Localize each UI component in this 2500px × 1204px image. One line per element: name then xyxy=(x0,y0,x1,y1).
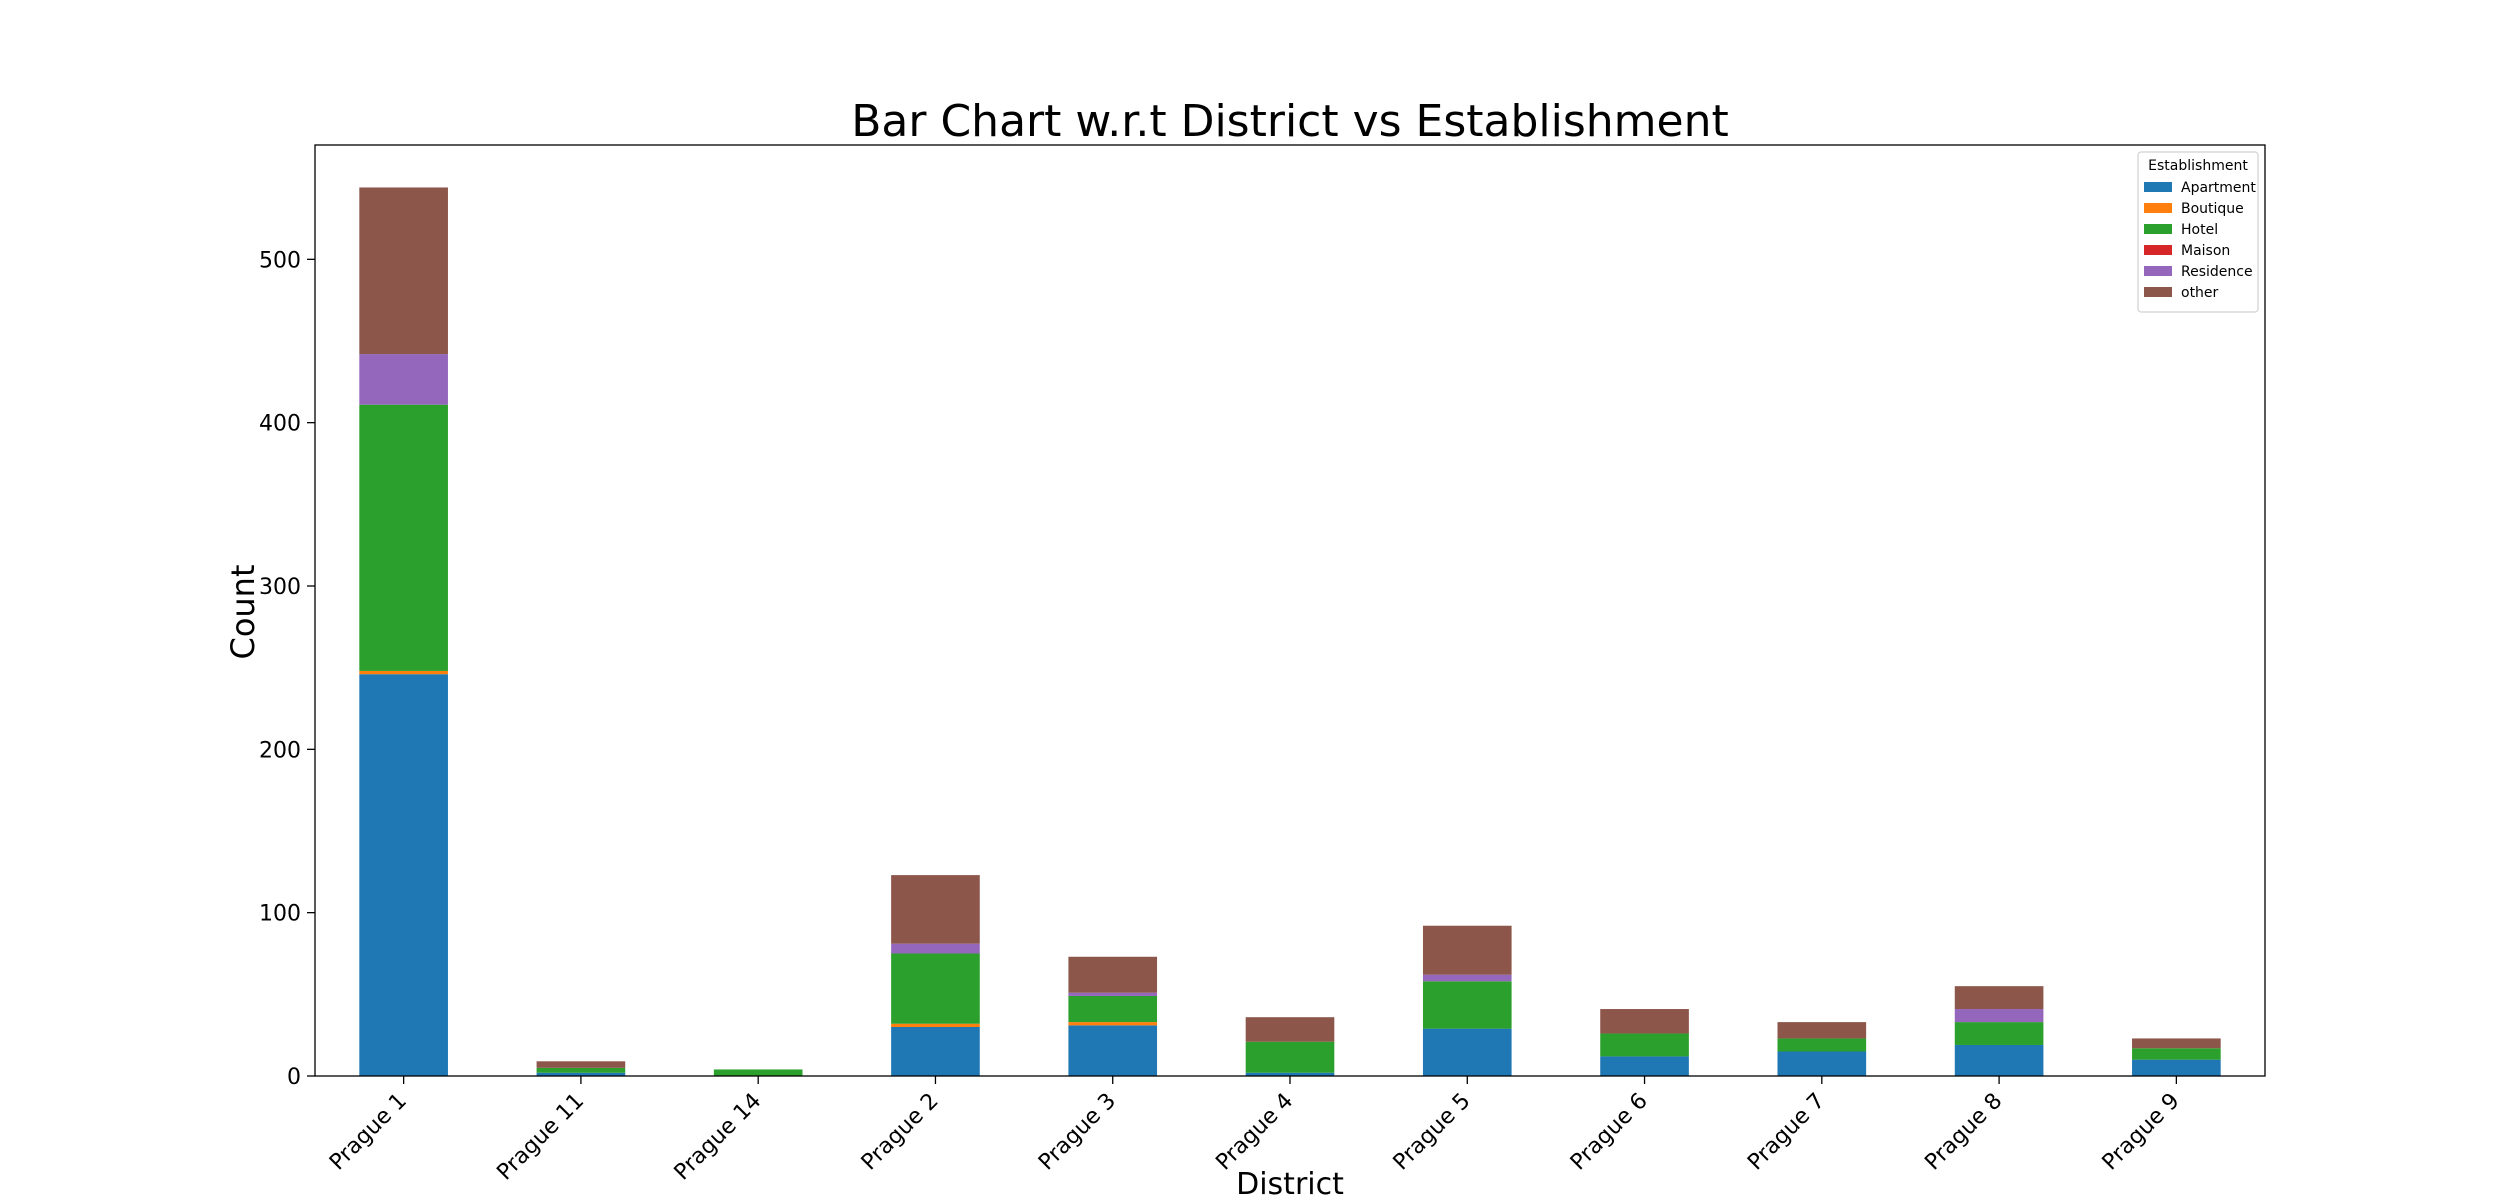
bars-layer xyxy=(359,187,2221,1076)
x-tick-label: Prague 14 xyxy=(670,1089,767,1186)
x-axis-label: District xyxy=(1236,1167,1344,1200)
x-tick-label: Prague 2 xyxy=(857,1089,944,1176)
legend-swatch-maison xyxy=(2144,245,2172,255)
bar-segment-apartment-prague-7 xyxy=(1777,1051,1867,1076)
bar-segment-apartment-prague-9 xyxy=(2132,1059,2221,1076)
bar-segment-residence-prague-3 xyxy=(1068,992,1158,996)
y-tick-label: 300 xyxy=(259,575,301,600)
bar-segment-residence-prague-5 xyxy=(1422,974,1512,982)
bar-segment-hotel-prague-9 xyxy=(2132,1048,2221,1060)
y-tick-label: 500 xyxy=(259,248,301,273)
bar-segment-apartment-prague-2 xyxy=(891,1027,980,1076)
bar-segment-hotel-prague-8 xyxy=(1954,1022,2044,1045)
legend-label-residence: Residence xyxy=(2181,264,2253,280)
bar-segment-apartment-prague-5 xyxy=(1422,1028,1512,1076)
bar-segment-residence-prague-1 xyxy=(359,354,448,405)
bar-segment-hotel-prague-5 xyxy=(1422,981,1512,1029)
bar-segment-apartment-prague-8 xyxy=(1954,1044,2044,1076)
bar-segment-apartment-prague-6 xyxy=(1600,1056,1689,1076)
bar-segment-hotel-prague-1 xyxy=(359,404,448,671)
bar-segment-hotel-prague-11 xyxy=(536,1067,626,1073)
y-tick-label: 100 xyxy=(259,902,301,927)
bar-segment-apartment-prague-1 xyxy=(359,674,448,1076)
bar-segment-hotel-prague-2 xyxy=(891,953,980,1024)
x-tick-label: Prague 11 xyxy=(492,1089,589,1186)
bar-segment-other-prague-9 xyxy=(2132,1038,2221,1049)
bar-segment-hotel-prague-4 xyxy=(1245,1041,1335,1073)
bar-segment-hotel-prague-7 xyxy=(1777,1038,1867,1052)
bar-segment-apartment-prague-3 xyxy=(1068,1025,1158,1076)
x-tick-label: Prague 6 xyxy=(1566,1089,1653,1176)
plot-frame xyxy=(314,144,2266,1077)
bar-segment-other-prague-4 xyxy=(1245,1017,1335,1042)
legend-swatch-boutique xyxy=(2144,203,2172,213)
bar-segment-other-prague-2 xyxy=(891,875,980,944)
x-tick-label: Prague 7 xyxy=(1743,1089,1830,1176)
chart-title: Bar Chart w.r.t District vs Establishmen… xyxy=(851,96,1729,147)
x-tick-label: Prague 3 xyxy=(1034,1089,1121,1176)
bar-segment-other-prague-11 xyxy=(536,1061,626,1068)
bar-segment-other-prague-7 xyxy=(1777,1022,1867,1039)
y-axis-label: Count xyxy=(224,564,262,659)
legend: Establishment Apartment Boutique Hotel Maiso… xyxy=(2137,151,2259,313)
legend-swatch-hotel xyxy=(2144,224,2172,234)
bar-segment-residence-prague-2 xyxy=(891,943,980,954)
bar-segment-other-prague-6 xyxy=(1600,1009,1689,1034)
x-tick-label: Prague 5 xyxy=(1389,1089,1476,1176)
legend-label-hotel: Hotel xyxy=(2181,222,2218,238)
y-tick-label: 400 xyxy=(259,412,301,437)
legend-label-maison: Maison xyxy=(2181,243,2230,259)
legend-swatch-apartment xyxy=(2144,182,2172,192)
bar-segment-apartment-prague-4 xyxy=(1245,1072,1335,1076)
bar-segment-boutique-prague-2 xyxy=(891,1023,980,1027)
x-tick-label: Prague 4 xyxy=(1211,1089,1298,1176)
bar-segment-hotel-prague-14 xyxy=(713,1069,803,1076)
bar-segment-apartment-prague-11 xyxy=(536,1072,626,1076)
bar-segment-residence-prague-8 xyxy=(1954,1009,2044,1023)
bar-segment-boutique-prague-1 xyxy=(359,670,448,675)
bar-segment-other-prague-8 xyxy=(1954,986,2044,1010)
y-tick-label: 0 xyxy=(287,1065,301,1090)
bar-segment-hotel-prague-3 xyxy=(1068,995,1158,1023)
legend-label-apartment: Apartment xyxy=(2181,180,2256,196)
bar-segment-boutique-prague-3 xyxy=(1068,1022,1158,1026)
x-tick-label: Prague 1 xyxy=(325,1089,412,1176)
bar-segment-other-prague-1 xyxy=(359,187,448,355)
legend-title: Establishment xyxy=(2148,158,2248,174)
legend-label-boutique: Boutique xyxy=(2181,201,2244,217)
legend-label-other: other xyxy=(2181,285,2219,301)
bar-segment-other-prague-5 xyxy=(1422,925,1512,975)
legend-swatch-residence xyxy=(2144,266,2172,276)
legend-swatch-other xyxy=(2144,287,2172,297)
bar-segment-hotel-prague-6 xyxy=(1600,1033,1689,1057)
bar-segment-other-prague-3 xyxy=(1068,956,1158,993)
x-tick-label: Prague 9 xyxy=(2098,1089,2185,1176)
y-tick-label: 200 xyxy=(259,738,301,763)
x-tick-label: Prague 8 xyxy=(1920,1089,2007,1176)
